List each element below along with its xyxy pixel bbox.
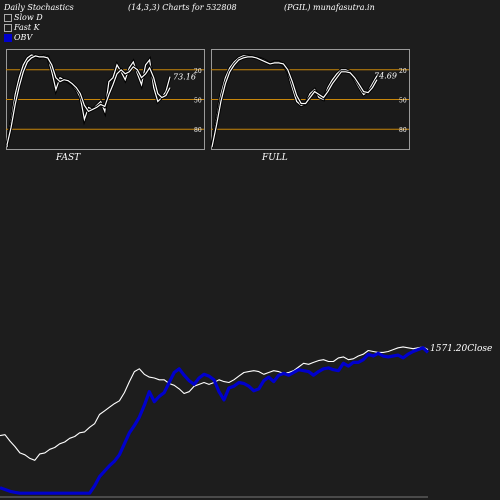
series-obv xyxy=(0,346,430,495)
legend-swatch-obv xyxy=(4,34,12,42)
close-suffix: Close xyxy=(467,344,493,354)
header-center-title: (14,3,3) Charts for 532808 xyxy=(128,3,237,12)
fast-series-slow-d xyxy=(6,55,171,146)
legend-slow-d: Slow D xyxy=(4,13,43,22)
full-series-outline-0 xyxy=(210,54,379,146)
fast-tick-label-80: 20 xyxy=(194,68,202,75)
fast-series-outline-0 xyxy=(5,53,172,148)
full-series-slow-d xyxy=(211,56,378,148)
legend-swatch-slow-d xyxy=(4,14,12,22)
header-left-title: Daily Stochastics xyxy=(4,3,74,12)
full-tick-label-50: 50 xyxy=(399,98,407,105)
full-series-outline-1 xyxy=(210,55,379,148)
legend-label-slow-d: Slow D xyxy=(14,13,43,22)
full-tick-label-20: 80 xyxy=(399,127,407,134)
legend-obv: OBV xyxy=(4,33,32,42)
legend-label-obv: OBV xyxy=(14,33,33,42)
close-value: 1571.20 xyxy=(430,344,468,354)
full-tick-label-80: 20 xyxy=(399,68,407,75)
fast-last-value-label: 73.16 xyxy=(173,73,196,82)
series-close xyxy=(0,346,429,461)
legend-label-fast-k: Fast K xyxy=(14,23,40,32)
fast-panel-label: FAST xyxy=(56,153,81,163)
full-panel-label: FULL xyxy=(262,153,288,163)
legend-swatch-fast-k xyxy=(4,24,12,32)
full-series-fast-k xyxy=(211,55,378,146)
legend-fast-k: Fast K xyxy=(4,23,40,32)
fast-tick-label-50: 50 xyxy=(194,98,202,105)
fast-tick-label-20: 80 xyxy=(194,127,202,134)
full-last-value-label: 74.69 xyxy=(374,72,397,81)
header-right-title: (PGIL) munafasutra.in xyxy=(284,3,375,12)
close-value-label: 1571.20Close xyxy=(430,344,492,354)
